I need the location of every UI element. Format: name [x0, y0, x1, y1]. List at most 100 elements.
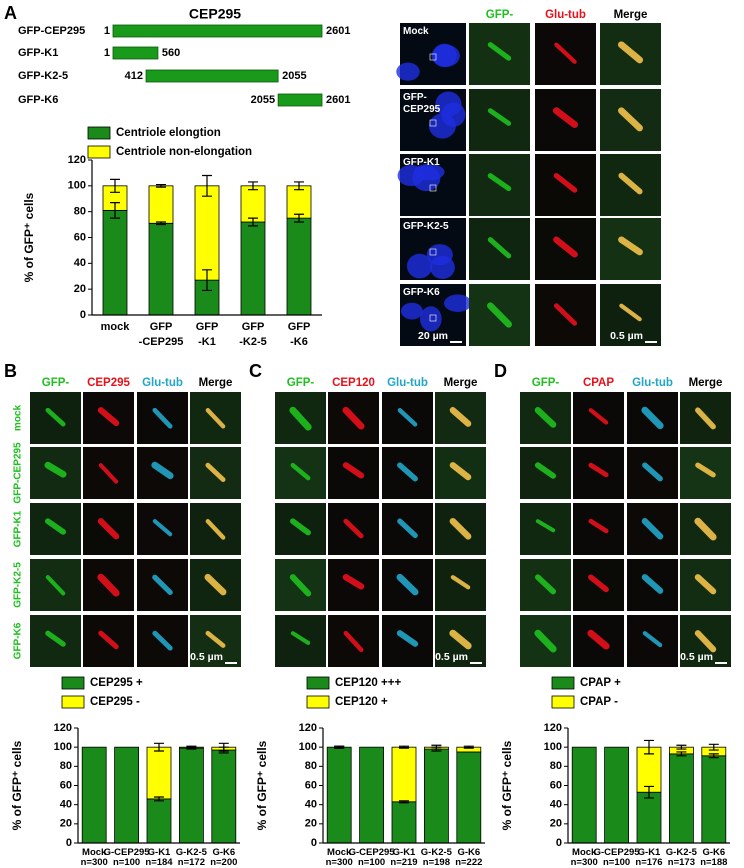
centriole-signal — [641, 406, 664, 430]
centriole-signal — [641, 518, 664, 540]
nucleus — [406, 253, 433, 279]
error-bar — [399, 800, 409, 804]
centriole-signal — [695, 407, 716, 430]
micrograph — [573, 447, 624, 499]
bar-segment — [146, 746, 172, 800]
centriole-signal — [694, 574, 717, 595]
row-label: GFP-CEP295 — [13, 442, 24, 504]
centriole-signal — [617, 41, 644, 64]
row-label: mock — [13, 405, 24, 432]
x-tick-label: G-K6 n=222 — [455, 847, 483, 868]
error-bar — [676, 744, 687, 750]
row-label: GFP-K2-5 — [13, 562, 24, 608]
centriole-signal — [343, 518, 364, 539]
legend-swatch — [87, 126, 111, 140]
centriole-signal — [152, 407, 173, 429]
centriole-signal — [588, 518, 609, 534]
centriole-signal — [553, 173, 578, 193]
bar-segment — [286, 185, 312, 219]
y-tick-label: 120 — [68, 154, 86, 166]
bar-segment — [148, 222, 174, 316]
centriole-signal — [45, 518, 66, 535]
centriole-signal — [588, 574, 609, 593]
centriole-signal — [619, 303, 642, 322]
micrograph — [573, 503, 624, 555]
panel-label: C — [249, 361, 262, 381]
bar-segment — [102, 209, 128, 316]
roi-box — [429, 314, 437, 322]
centriole-signal — [553, 236, 578, 258]
centriole-signal — [289, 406, 312, 431]
centriole-signal — [694, 630, 717, 653]
centriole-signal — [487, 302, 512, 328]
bar-segment — [571, 746, 597, 844]
legend-label: Centriole elongtion — [116, 127, 221, 139]
legend-label: CEP295 - — [90, 696, 140, 708]
error-bar — [154, 796, 164, 802]
legend-label: CEP120 +++ — [335, 677, 401, 689]
centriole-signal — [205, 462, 226, 483]
channel-header: Glu-tub — [545, 9, 586, 21]
y-tick-label: 20 — [60, 818, 72, 830]
background-haze — [520, 503, 571, 555]
row-label: Mock — [403, 26, 429, 37]
y-tick-label: 100 — [54, 741, 72, 753]
centriole-signal — [97, 573, 120, 597]
row-label: GFP-K6 — [403, 287, 440, 298]
construct-name: GFP-K1 — [18, 47, 58, 59]
centriole-signal — [205, 519, 226, 540]
centriole-signal — [449, 407, 472, 427]
y-tick-label: 40 — [305, 799, 317, 811]
channel-header: Glu-tub — [632, 377, 673, 389]
error-bar — [156, 183, 166, 188]
y-tick-label: 100 — [544, 741, 562, 753]
x-tick-label: Mock n=300 — [80, 847, 108, 868]
channel-header: Glu-tub — [387, 377, 428, 389]
x-tick-label: G-K2-5 n=198 — [420, 847, 452, 868]
scale-bar-label: 20 µm — [418, 330, 448, 342]
y-tick-label: 20 — [550, 818, 562, 830]
nucleus — [420, 306, 442, 332]
scale-bar-label: 0.5 µm — [435, 651, 468, 663]
bar-segment — [326, 746, 352, 844]
construct-start: 1 — [104, 25, 110, 37]
nucleus — [441, 102, 466, 127]
row-label: GFP-K1 — [403, 157, 440, 168]
centriole-signal — [45, 407, 66, 427]
legend-swatch — [306, 676, 330, 690]
x-tick-label: G-K2-5 n=173 — [665, 847, 697, 868]
error-bar — [248, 181, 258, 191]
x-tick-label: G-K6 n=200 — [210, 847, 238, 868]
centriole-signal — [618, 236, 643, 256]
legend-swatch — [61, 695, 85, 709]
y-tick-label: 40 — [60, 799, 72, 811]
legend-label: CEP295 + — [90, 677, 143, 689]
channel-header: CEP295 — [87, 377, 130, 389]
y-tick-label: 80 — [550, 760, 562, 772]
nucleus — [431, 44, 460, 67]
centriole-signal — [588, 408, 609, 425]
bar-segment — [391, 801, 417, 844]
legend-label: CPAP - — [580, 696, 618, 708]
error-bar — [154, 742, 164, 752]
centriole-signal — [342, 406, 365, 430]
centriole-signal — [534, 629, 557, 653]
y-tick-label: 80 — [74, 206, 86, 218]
x-tick-label: Mock n=300 — [325, 847, 353, 868]
bar-segment — [636, 746, 662, 793]
centriole-signal — [618, 107, 643, 132]
construct-end: 2055 — [282, 70, 306, 82]
channel-header: GFP- — [42, 377, 70, 389]
centriole-signal — [152, 630, 173, 651]
centriole-signal — [449, 462, 472, 481]
bar-segment — [391, 746, 417, 803]
error-bar — [110, 178, 120, 193]
roi-box — [429, 119, 437, 127]
construct-start: 2055 — [251, 94, 275, 106]
centriole-signal — [152, 574, 173, 595]
error-bar — [399, 745, 409, 749]
error-bar — [431, 744, 442, 750]
row-label: GFP- CEP295 — [403, 92, 441, 115]
centriole-signal — [552, 107, 579, 128]
